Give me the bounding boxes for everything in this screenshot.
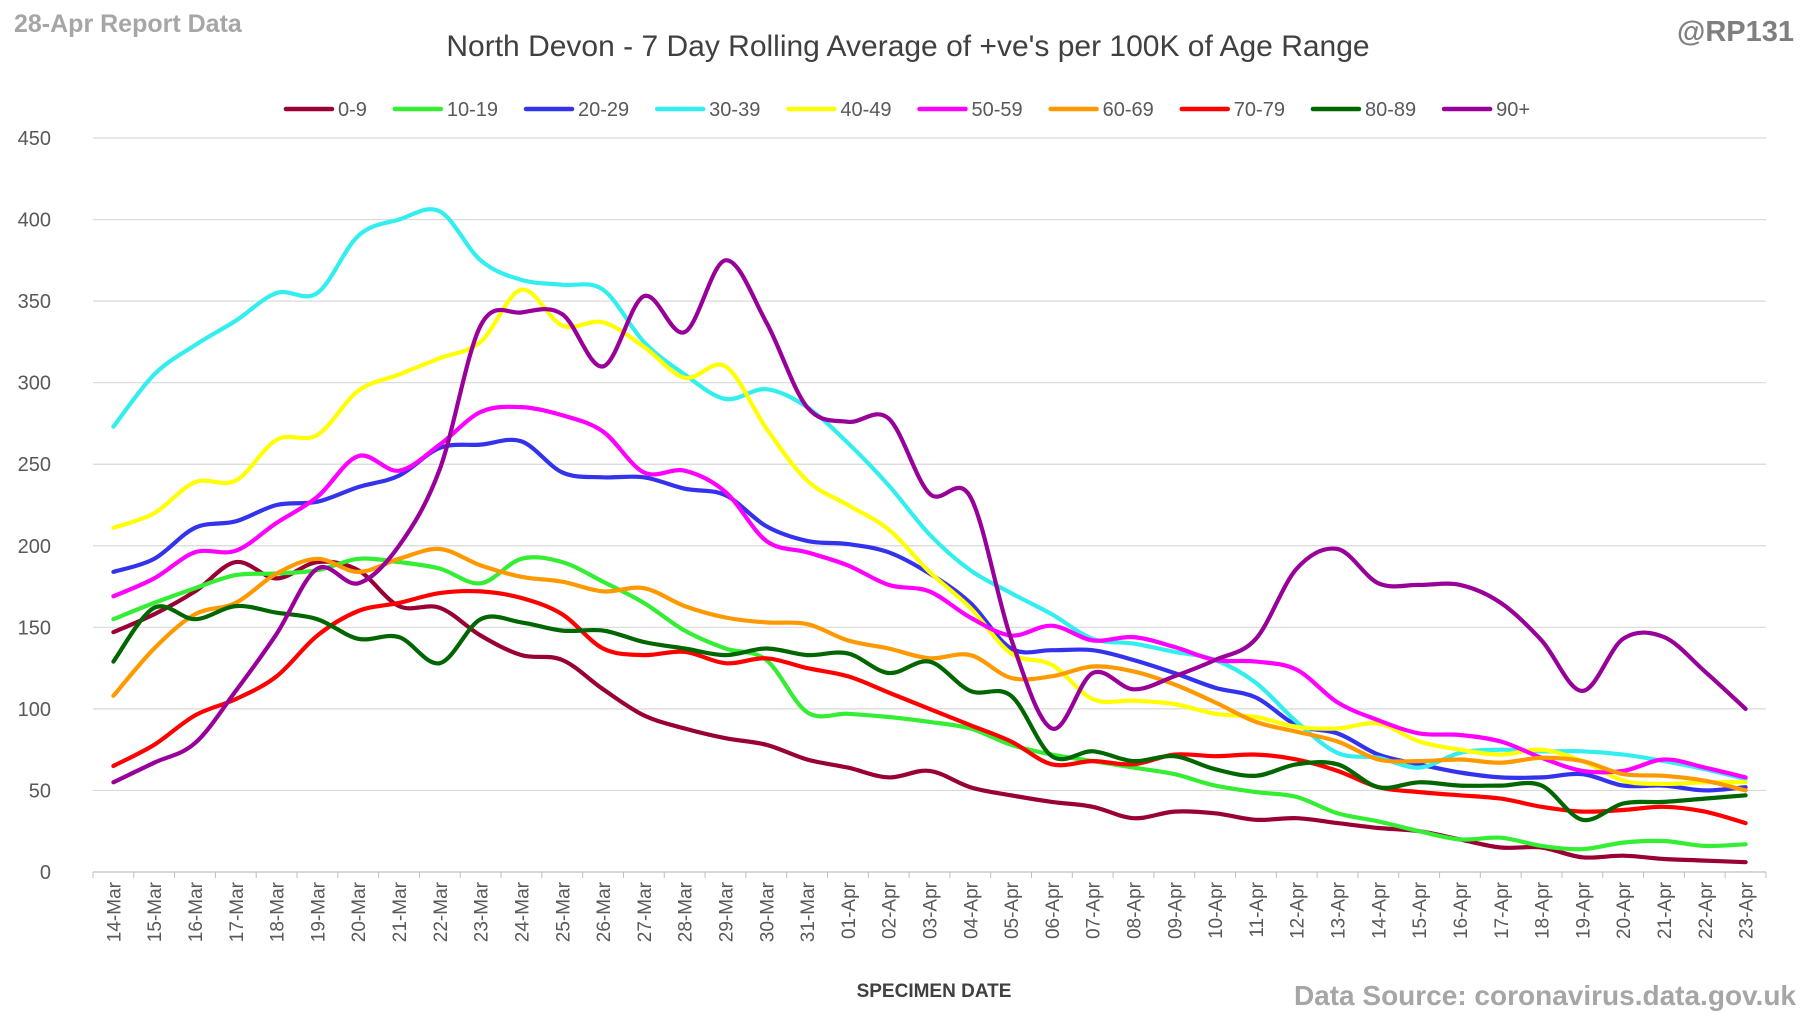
x-tick-label: 29-Mar	[716, 881, 737, 942]
x-tick-label: 16-Apr	[1451, 881, 1472, 939]
x-tick-label: 23-Apr	[1737, 881, 1758, 939]
legend-label: 40-49	[840, 99, 891, 121]
legend-label: 20-29	[578, 99, 629, 121]
series-lines	[111, 207, 1748, 865]
y-tick-label: 350	[18, 291, 51, 313]
x-tick-label: 03-Apr	[921, 881, 942, 939]
x-tick-label: 23-Mar	[472, 881, 493, 942]
y-tick-label: 300	[18, 373, 51, 395]
x-tick-label: 14-Apr	[1369, 881, 1390, 939]
x-tick-label: 25-Mar	[553, 881, 574, 942]
legend: 0-9 10-19 20-29 30-39 40-49 50-59 60-69 70-79 80…	[283, 99, 1530, 121]
x-tick-label: 20-Apr	[1614, 881, 1635, 939]
series-line-40-49	[111, 287, 1748, 787]
y-tick-label: 0	[40, 862, 51, 884]
x-tick-label: 10-Apr	[1206, 881, 1227, 939]
x-axis-label: SPECIMEN DATE	[857, 981, 1012, 1002]
x-tick-label: 21-Apr	[1655, 881, 1676, 939]
x-tick-label: 20-Mar	[349, 881, 370, 942]
x-tick-label: 01-Apr	[839, 881, 860, 939]
y-tick-label: 400	[18, 210, 51, 232]
x-tick-label: 18-Apr	[1533, 881, 1554, 939]
x-tick-label: 30-Mar	[757, 881, 778, 942]
x-tick-label: 14-Mar	[104, 881, 125, 942]
x-tick-label: 19-Apr	[1573, 881, 1594, 939]
legend-label: 90+	[1496, 99, 1530, 121]
x-tick-label: 28-Mar	[676, 881, 697, 942]
x-tick-label: 15-Apr	[1410, 881, 1431, 939]
series-line-0-9	[111, 559, 1748, 865]
x-tick-label: 17-Apr	[1492, 881, 1513, 939]
x-tick-label: 22-Mar	[431, 881, 452, 942]
x-tick-label: 22-Apr	[1696, 881, 1717, 939]
x-tick-label: 16-Mar	[186, 881, 207, 942]
y-tick-label: 250	[18, 454, 51, 476]
report-date-label: 28-Apr Report Data	[14, 10, 242, 38]
x-tick-label: 06-Apr	[1043, 881, 1064, 939]
x-tick-label: 24-Mar	[512, 881, 533, 942]
y-axis-ticks: 0 50 100 150 200 250 300 350 400 450	[18, 128, 51, 884]
x-tick-label: 09-Apr	[1165, 881, 1186, 939]
series-line-50-59	[111, 404, 1748, 780]
x-tick-label: 08-Apr	[1125, 881, 1146, 939]
chart-title: North Devon - 7 Day Rolling Average of +…	[446, 30, 1369, 63]
x-axis-ticks: 14-Mar 15-Mar 16-Mar 17-Mar 18-Mar 19-Mar 20-M…	[104, 881, 1757, 942]
legend-label: 80-89	[1365, 99, 1416, 121]
series-line-70-79	[111, 588, 1748, 826]
x-tick-label: 12-Apr	[1288, 881, 1309, 939]
x-tick-label: 05-Apr	[1002, 881, 1023, 939]
y-tick-label: 200	[18, 536, 51, 558]
x-tick-label: 31-Mar	[798, 881, 819, 942]
x-tick-label: 13-Apr	[1329, 881, 1350, 939]
x-tick-label: 17-Mar	[227, 881, 248, 942]
x-tick-label: 27-Mar	[635, 881, 656, 942]
x-tick-label: 02-Apr	[880, 881, 901, 939]
legend-label: 60-69	[1103, 99, 1154, 121]
x-tick-label: 11-Apr	[1247, 881, 1268, 937]
x-tick-label: 18-Mar	[268, 881, 289, 942]
x-tick-label: 15-Mar	[145, 881, 166, 942]
series-line-80-89	[111, 603, 1748, 823]
y-tick-label: 150	[18, 617, 51, 639]
x-tick-label: 19-Mar	[308, 881, 329, 942]
y-tick-label: 450	[18, 128, 51, 150]
series-line-90-plus	[111, 258, 1748, 785]
x-tick-label: 07-Apr	[1084, 881, 1105, 939]
x-tick-label: 21-Mar	[390, 881, 411, 942]
author-handle: @RP131	[1677, 16, 1794, 48]
legend-label: 70-79	[1234, 99, 1285, 121]
legend-label: 50-59	[971, 99, 1022, 121]
y-tick-label: 50	[29, 780, 51, 802]
legend-label: 10-19	[447, 99, 498, 121]
gridlines	[92, 137, 1767, 878]
x-tick-label: 04-Apr	[961, 881, 982, 939]
x-tick-label: 26-Mar	[594, 881, 615, 942]
y-tick-label: 100	[18, 699, 51, 721]
data-source-label: Data Source: coronavirus.data.gov.uk	[1293, 980, 1796, 1011]
legend-label: 30-39	[709, 99, 760, 121]
legend-label: 0-9	[338, 99, 367, 121]
